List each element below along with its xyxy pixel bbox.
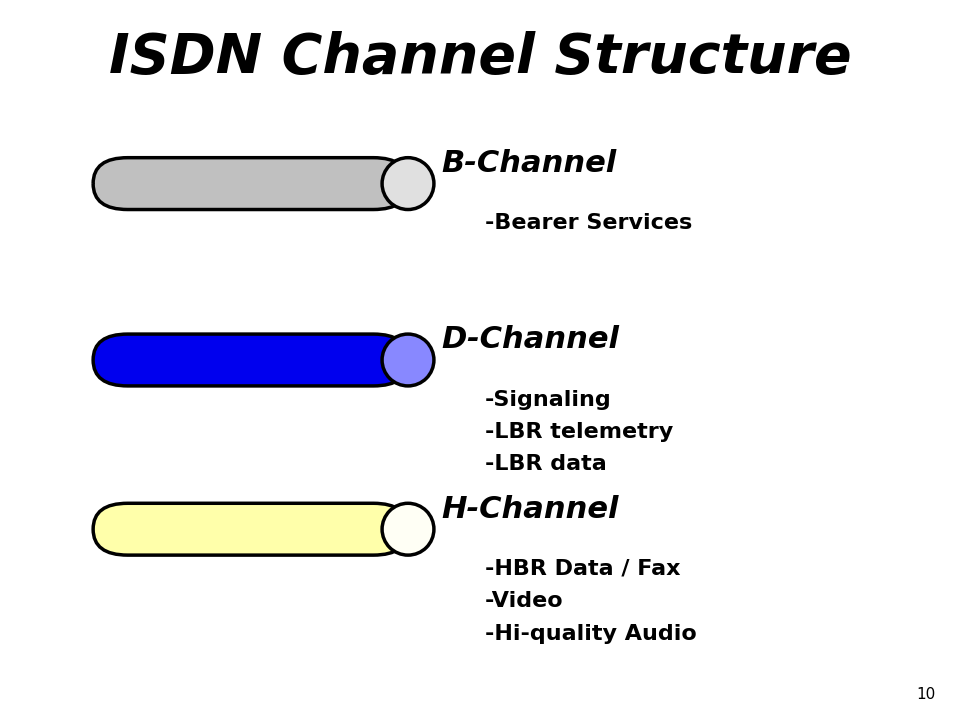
- Text: -HBR Data / Fax: -HBR Data / Fax: [485, 559, 681, 579]
- Text: -Video: -Video: [485, 591, 564, 611]
- Text: -LBR data: -LBR data: [485, 454, 607, 474]
- FancyBboxPatch shape: [93, 503, 408, 555]
- FancyBboxPatch shape: [93, 334, 408, 386]
- Text: D-Channel: D-Channel: [442, 325, 619, 354]
- Text: -LBR telemetry: -LBR telemetry: [485, 422, 673, 442]
- Text: -Hi-quality Audio: -Hi-quality Audio: [485, 624, 697, 644]
- Text: 10: 10: [917, 687, 936, 702]
- Text: B-Channel: B-Channel: [442, 149, 617, 178]
- Text: ISDN Channel Structure: ISDN Channel Structure: [108, 30, 852, 85]
- Text: -Bearer Services: -Bearer Services: [485, 213, 692, 233]
- Ellipse shape: [382, 503, 434, 555]
- FancyBboxPatch shape: [93, 158, 408, 210]
- Text: H-Channel: H-Channel: [442, 495, 619, 523]
- Ellipse shape: [382, 158, 434, 210]
- Text: -Signaling: -Signaling: [485, 390, 612, 410]
- Ellipse shape: [382, 334, 434, 386]
